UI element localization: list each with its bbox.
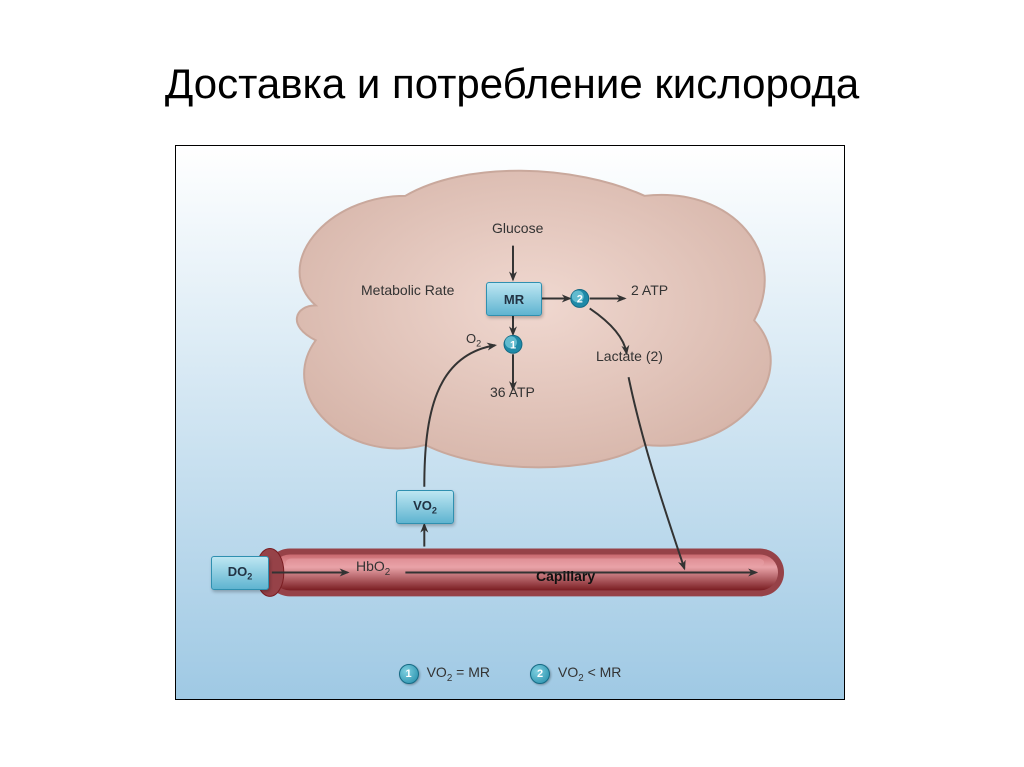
lactate-label: Lactate (2)	[596, 348, 663, 364]
o2-label: O2	[466, 331, 481, 349]
metabolic-rate-label: Metabolic Rate	[361, 282, 454, 298]
do2-box: DO2	[211, 556, 269, 590]
legend-badge-1-icon: 1	[399, 664, 419, 684]
vo2-box-label: VO2	[413, 498, 437, 516]
legend-badge-2-icon: 2	[530, 664, 550, 684]
svg-text:2: 2	[577, 293, 583, 305]
legend-item-2: 2 VO2 < MR	[530, 664, 621, 684]
svg-text:1: 1	[510, 339, 516, 351]
tissue-cell-shape	[297, 171, 771, 468]
mr-box: MR	[486, 282, 542, 316]
badge-2-icon: 2	[571, 289, 589, 307]
capillary-label: Capillary	[536, 568, 595, 584]
slide-title: Доставка и потребление кислорода	[0, 60, 1024, 108]
legend-item-1: 1 VO2 = MR	[399, 664, 490, 684]
badge-1-icon: 1	[504, 335, 522, 353]
legend-text-1: VO2 = MR	[427, 664, 490, 684]
hbo2-label: HbO2	[356, 558, 390, 578]
slide: Доставка и потребление кислорода	[0, 0, 1024, 767]
thirty-six-atp-label: 36 ATP	[490, 384, 535, 400]
two-atp-label: 2 ATP	[631, 282, 668, 298]
glucose-label: Glucose	[492, 220, 543, 236]
mr-box-label: MR	[504, 292, 524, 307]
legend-text-2: VO2 < MR	[558, 664, 621, 684]
vo2-box: VO2	[396, 490, 454, 524]
legend-row: 1 VO2 = MR 2 VO2 < MR	[176, 664, 844, 684]
do2-box-label: DO2	[228, 564, 253, 582]
figure-container: 1 2 DO2 VO2 MR Glucose Metabolic Rate 2 A…	[175, 145, 845, 700]
